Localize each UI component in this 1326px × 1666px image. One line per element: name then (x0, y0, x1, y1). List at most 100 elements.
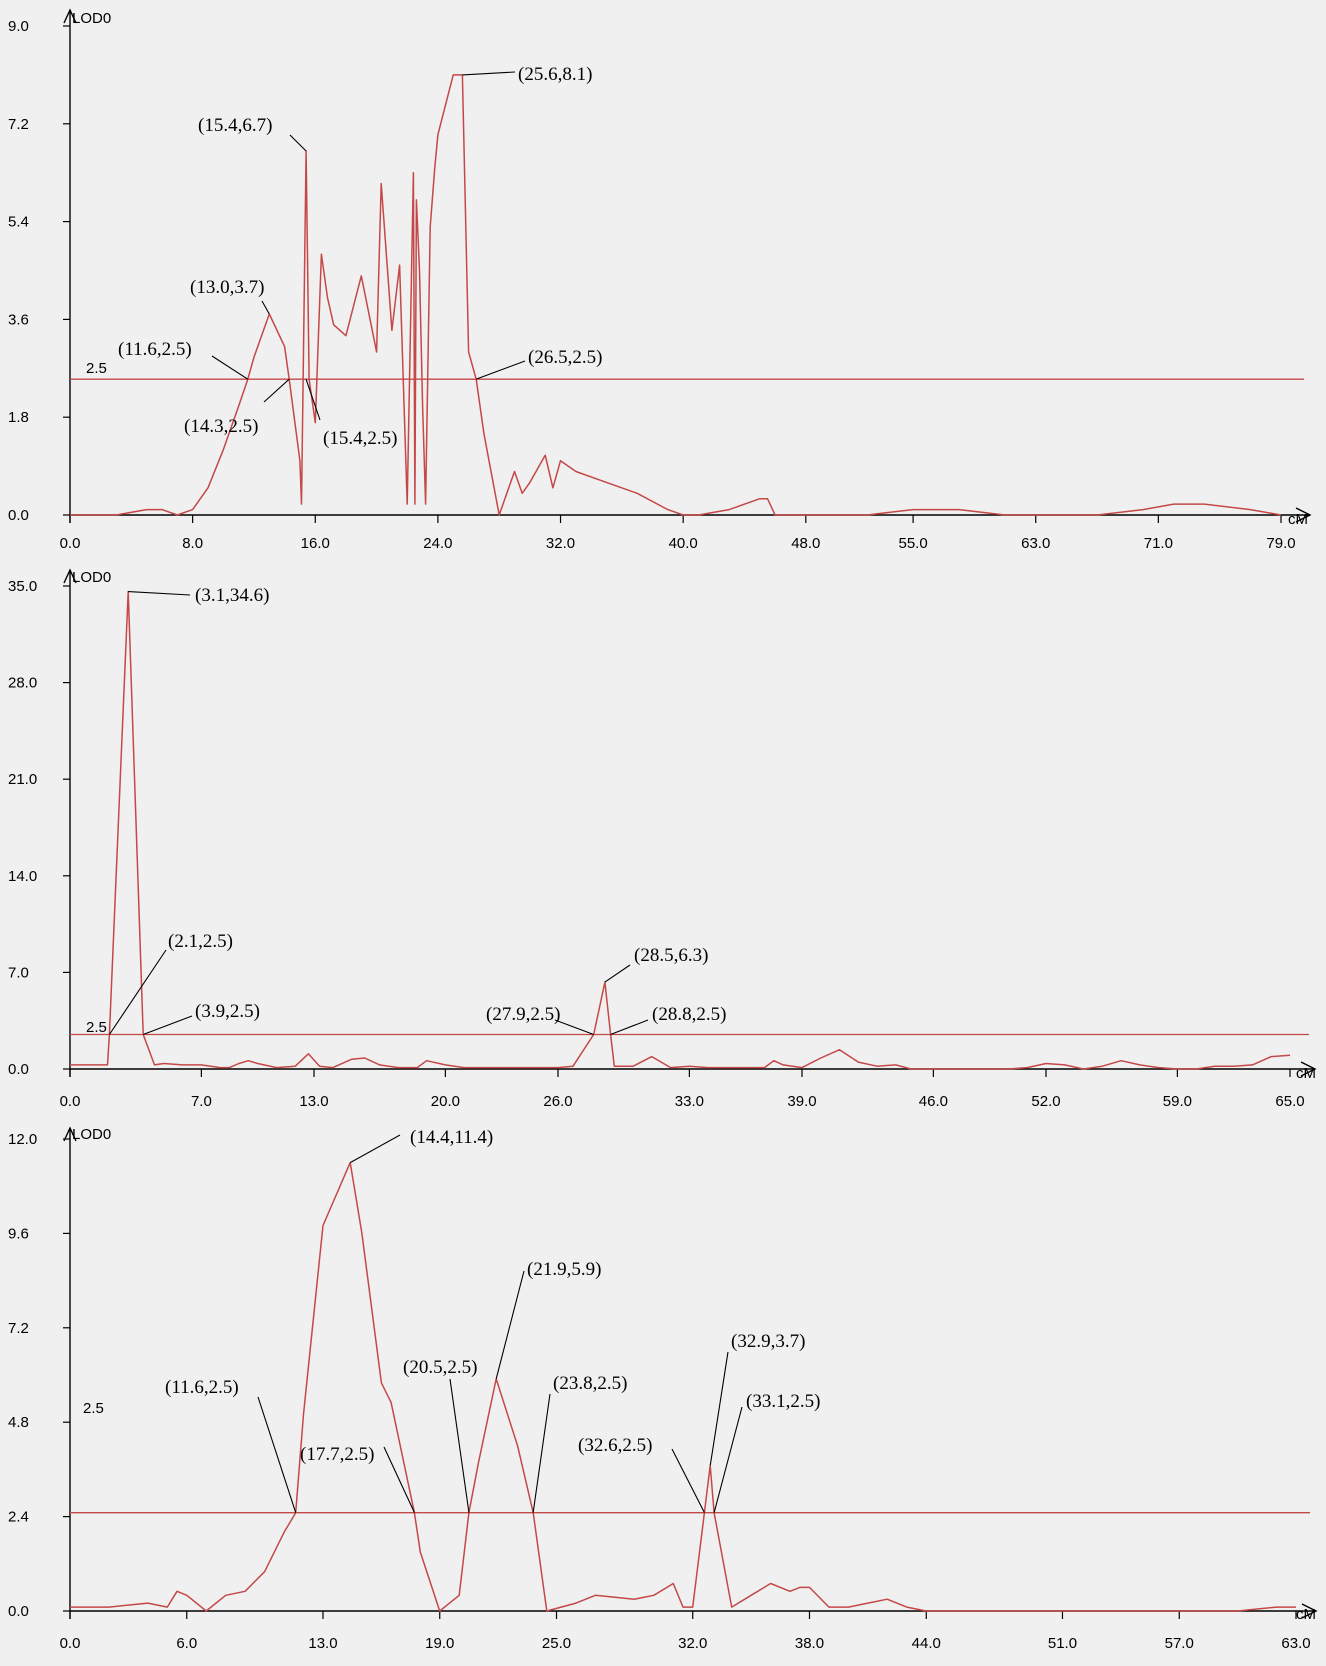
peak-annotation: (3.1,34.6) (195, 585, 269, 606)
y-axis-arrow (63, 8, 77, 24)
peak-annotation: (33.1,2.5) (746, 1391, 820, 1412)
annotation-leader (462, 71, 516, 76)
annotation-leader (108, 949, 167, 1035)
annotation-leader (383, 1446, 415, 1513)
lod-curve (70, 1161, 1296, 1612)
x-tick-label: 79.0 (1266, 535, 1295, 552)
annotation-leader (257, 1396, 297, 1513)
peak-annotation: (23.8,2.5) (553, 1373, 627, 1394)
y-tick-label: 21.0 (8, 771, 37, 788)
y-tick-label: 9.6 (8, 1225, 29, 1242)
peak-annotation: (14.4,11.4) (410, 1127, 493, 1148)
x-tick-label: 7.0 (191, 1093, 212, 1110)
annotation-leader (128, 590, 191, 596)
peak-annotation: (20.5,2.5) (403, 1357, 477, 1378)
peak-annotation: (32.9,3.7) (731, 1331, 805, 1352)
x-tick-label: 26.0 (543, 1093, 572, 1110)
x-tick-label: 63.0 (1021, 535, 1050, 552)
lod-chart-3: LOD0 cM 0.0 2.4 4.8 7.2 9.6 12.0 0.0 6.0 13.0 19.0 2… (8, 1126, 1318, 1652)
annotation-leader (709, 1351, 729, 1466)
x-tick-label: 0.0 (60, 1093, 81, 1110)
y-tick-label: 0.0 (8, 507, 29, 524)
annotation-leader (305, 378, 321, 421)
lod-curve (70, 590, 1291, 1070)
x-tick-label: 57.0 (1165, 1635, 1194, 1652)
x-tick-label: 19.0 (425, 1635, 454, 1652)
x-tick-label: 63.0 (1281, 1635, 1310, 1652)
peak-annotation: (28.5,6.3) (634, 945, 708, 966)
peak-annotation: (17.7,2.5) (300, 1444, 374, 1465)
peak-annotation: (11.6,2.5) (118, 339, 192, 360)
annotation-leader (495, 1270, 525, 1380)
x-axis-label: cM (1288, 511, 1308, 528)
annotation-leader (211, 355, 249, 380)
y-axis-arrow (63, 1126, 77, 1142)
x-tick-label: 0.0 (60, 535, 81, 552)
annotation-leader (476, 360, 526, 380)
x-tick-label: 6.0 (176, 1635, 197, 1652)
x-tick-label: 44.0 (912, 1635, 941, 1652)
peak-annotation: (2.1,2.5) (168, 931, 233, 952)
x-tick-label: 13.0 (308, 1635, 337, 1652)
peak-annotation: (11.6,2.5) (165, 1377, 239, 1398)
x-tick-label: 38.0 (795, 1635, 824, 1652)
annotation-leader (143, 1015, 193, 1036)
annotation-leader (261, 300, 270, 315)
x-tick-label: 65.0 (1275, 1093, 1304, 1110)
peak-annotation: (27.9,2.5) (486, 1004, 560, 1025)
y-tick-label: 28.0 (8, 675, 37, 692)
x-tick-label: 40.0 (669, 535, 698, 552)
y-tick-label: 1.8 (8, 409, 29, 426)
threshold-label: 2.5 (86, 360, 107, 377)
y-axis-label: LOD0 (72, 10, 111, 27)
x-tick-label: 39.0 (787, 1093, 816, 1110)
peak-annotation: (21.9,5.9) (527, 1259, 601, 1280)
x-tick-label: 32.0 (546, 535, 575, 552)
x-tick-label: 13.0 (299, 1093, 328, 1110)
peak-annotation: (25.6,8.1) (518, 64, 592, 85)
x-tick-label: 55.0 (898, 535, 927, 552)
annotation-leader (604, 964, 631, 983)
x-tick-label: 32.0 (678, 1635, 707, 1652)
x-tick-label: 8.0 (182, 535, 203, 552)
peak-annotation: (13.0,3.7) (190, 277, 264, 298)
lod-chart-2: LOD0 cM 0.0 7.0 14.0 21.0 28.0 35.0 0.0 7.0 13.0 20… (8, 568, 1317, 1110)
y-tick-label: 2.4 (8, 1509, 29, 1526)
y-tick-label: 7.0 (8, 964, 29, 981)
x-axis-label: cM (1296, 1065, 1316, 1082)
annotation-leader (532, 1393, 551, 1513)
x-tick-label: 71.0 (1144, 535, 1173, 552)
annotation-leader (610, 1019, 649, 1036)
x-tick-label: 48.0 (791, 535, 820, 552)
annotation-leader (554, 1019, 594, 1036)
y-tick-label: 12.0 (8, 1131, 37, 1148)
annotation-leader (671, 1448, 705, 1513)
x-axis-arrow (1295, 507, 1312, 523)
y-tick-label: 5.4 (8, 214, 29, 231)
peak-annotation: (26.5,2.5) (528, 347, 602, 368)
x-axis-label: cM (1296, 1606, 1316, 1623)
y-tick-label: 7.2 (8, 1320, 29, 1337)
x-tick-label: 46.0 (919, 1093, 948, 1110)
y-tick-label: 0.0 (8, 1603, 29, 1620)
annotation-leader (349, 1134, 401, 1164)
peak-annotation: (3.9,2.5) (195, 1001, 260, 1022)
lod-curve (70, 74, 1282, 516)
y-axis-label: LOD0 (72, 1126, 111, 1143)
threshold-label: 2.5 (83, 1400, 104, 1417)
peak-annotation: (15.4,2.5) (323, 428, 397, 449)
x-tick-label: 20.0 (431, 1093, 460, 1110)
x-tick-label: 24.0 (423, 535, 452, 552)
y-axis-arrow (63, 568, 77, 584)
x-tick-label: 51.0 (1048, 1635, 1077, 1652)
y-axis-label: LOD0 (72, 569, 111, 586)
peak-annotation: (15.4,6.7) (198, 115, 272, 136)
threshold-label: 2.5 (86, 1019, 107, 1036)
annotation-leader (713, 1406, 743, 1513)
annotation-leader (449, 1378, 470, 1513)
annotation-leader (289, 134, 307, 152)
y-tick-label: 9.0 (8, 18, 29, 35)
peak-annotation: (32.6,2.5) (578, 1435, 652, 1456)
y-tick-label: 4.8 (8, 1414, 29, 1431)
peak-annotation: (14.3,2.5) (184, 416, 258, 437)
